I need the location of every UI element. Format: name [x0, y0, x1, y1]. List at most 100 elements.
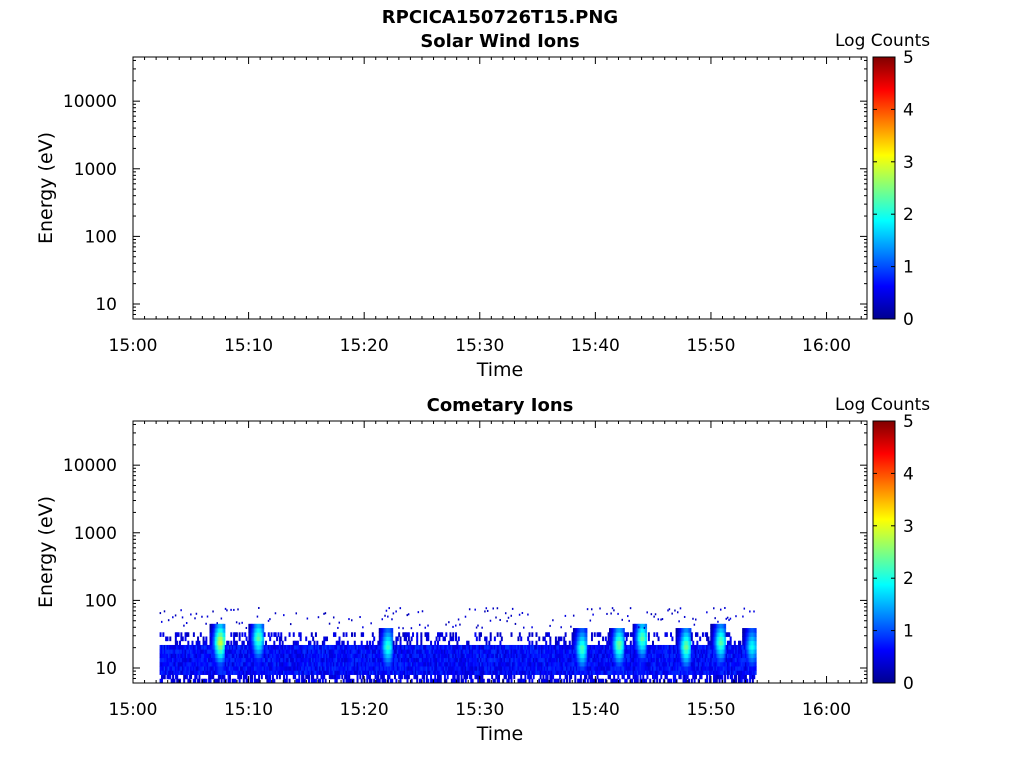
heatmap-cell: [718, 678, 721, 684]
heatmap-cell: [375, 653, 378, 659]
heatmap-cell: [246, 661, 249, 667]
heatmap-cell: [667, 653, 670, 659]
heatmap-cell: [657, 661, 660, 667]
heatmap-cell: [389, 632, 392, 637]
heatmap-cell: [506, 666, 509, 671]
heatmap-cell: [187, 666, 190, 671]
colorbar-tick-label: 4: [903, 100, 914, 120]
heatmap-cell: [283, 614, 285, 617]
heatmap-cell: [235, 632, 238, 637]
heatmap-cell: [753, 653, 756, 659]
heatmap-cell: [711, 670, 714, 675]
heatmap-cell: [409, 649, 412, 654]
heatmap-cell: [348, 618, 350, 621]
panel-title-solar-wind: Solar Wind Ions: [420, 31, 580, 52]
heatmap-cell: [199, 661, 202, 667]
heatmap-cell: [338, 621, 341, 624]
heatmap-cell: [369, 666, 372, 671]
heatmap-cell: [288, 657, 291, 663]
heatmap-cell: [334, 670, 337, 675]
heatmap-cell: [524, 644, 527, 650]
heatmap-cell: [543, 653, 546, 659]
heatmap-cell: [220, 628, 223, 633]
heatmap-cell: [693, 644, 696, 650]
heatmap-cell: [224, 661, 227, 667]
heatmap-cell: [500, 653, 503, 659]
heatmap-cell: [252, 653, 255, 659]
heatmap-cell: [700, 670, 703, 675]
heatmap-cell: [280, 632, 283, 637]
heatmap-cell: [380, 661, 383, 667]
heatmap-cell: [613, 640, 616, 646]
heatmap-cell: [638, 666, 641, 671]
heatmap-cell: [718, 653, 721, 659]
heatmap-cell: [481, 678, 484, 684]
heatmap-cell: [463, 661, 466, 667]
heatmap-cell: [700, 674, 703, 680]
heatmap-cell: [514, 666, 517, 671]
heatmap-cell: [653, 649, 656, 654]
heatmap-cell: [646, 644, 649, 650]
heatmap-cell: [660, 657, 663, 663]
heatmap-cell: [457, 636, 460, 642]
heatmap-cell: [424, 649, 427, 654]
heatmap-cell: [413, 670, 416, 675]
heatmap-cell: [663, 661, 666, 667]
heatmap-cell: [431, 657, 434, 663]
heatmap-cell: [613, 628, 616, 633]
heatmap-cell: [274, 653, 277, 659]
heatmap-cell: [685, 653, 688, 659]
heatmap-cell: [288, 653, 291, 659]
y-tick-label: 10: [95, 659, 117, 679]
heatmap-cell: [597, 661, 600, 667]
heatmap-cell: [301, 674, 304, 680]
heatmap-cell: [338, 649, 341, 654]
heatmap-cell: [613, 674, 616, 680]
heatmap-cell: [475, 670, 478, 675]
heatmap-cell: [192, 678, 195, 684]
heatmap-cell: [600, 661, 603, 667]
heatmap-cell: [374, 657, 377, 663]
heatmap-cell: [255, 666, 258, 671]
heatmap-cell: [719, 670, 722, 675]
heatmap-cell: [699, 670, 702, 675]
heatmap-cell: [577, 649, 580, 654]
heatmap-cell: [707, 661, 710, 667]
heatmap-cell: [449, 653, 452, 659]
heatmap-cell: [582, 670, 585, 675]
heatmap-cell: [294, 670, 297, 675]
colorbar-label-top: Log Counts: [835, 31, 931, 51]
heatmap-cell: [205, 644, 208, 650]
heatmap-cell: [219, 640, 222, 646]
heatmap-cell: [381, 628, 384, 633]
heatmap-cell: [724, 606, 726, 609]
heatmap-cell: [212, 657, 215, 663]
heatmap-cell: [387, 615, 389, 618]
heatmap-cell: [355, 644, 358, 650]
heatmap-cell: [281, 640, 284, 646]
heatmap-cell: [543, 661, 546, 667]
heatmap-cell: [473, 661, 476, 667]
heatmap-cell: [334, 678, 337, 684]
heatmap-cell: [599, 653, 602, 659]
heatmap-cell: [739, 661, 742, 667]
heatmap-cell: [517, 661, 520, 667]
heatmap-cell: [190, 670, 193, 675]
heatmap-cell: [452, 678, 455, 684]
heatmap-cell: [653, 666, 656, 671]
heatmap-cell: [442, 644, 445, 650]
heatmap-cell: [610, 612, 612, 615]
heatmap-cell: [689, 666, 692, 671]
heatmap-cell: [590, 674, 593, 680]
heatmap-cell: [437, 661, 439, 667]
heatmap-cell: [248, 636, 251, 642]
heatmap-cell: [646, 666, 649, 671]
heatmap-cell: [517, 678, 520, 684]
heatmap-cell: [179, 653, 181, 659]
heatmap-cell: [589, 670, 592, 675]
heatmap-cell: [629, 653, 632, 659]
heatmap-cell: [259, 636, 262, 642]
heatmap-cell: [732, 661, 735, 667]
heatmap-cell: [194, 666, 197, 671]
heatmap-cell: [273, 632, 276, 637]
